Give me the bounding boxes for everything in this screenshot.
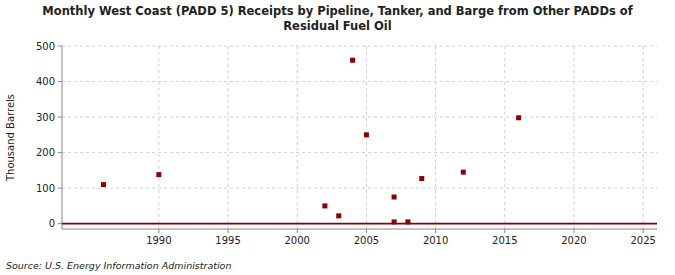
y-tick-label: 0 xyxy=(49,218,55,229)
x-tick-label: 2005 xyxy=(354,235,379,246)
y-tick xyxy=(58,46,62,47)
x-tick xyxy=(228,229,229,233)
x-tick-label: 2025 xyxy=(630,235,655,246)
y-grid-line xyxy=(62,117,657,118)
y-tick xyxy=(58,188,62,189)
x-grid-line xyxy=(643,46,644,229)
point xyxy=(101,182,106,187)
y-tick-label: 300 xyxy=(36,112,55,123)
point xyxy=(392,195,397,200)
x-tick-label: 2015 xyxy=(492,235,517,246)
x-tick-label: 1990 xyxy=(146,235,171,246)
zero-line xyxy=(62,223,657,225)
x-tick-label: 2020 xyxy=(561,235,586,246)
x-grid-line xyxy=(158,46,159,229)
x-grid-line xyxy=(228,46,229,229)
point xyxy=(322,203,327,208)
point xyxy=(336,213,341,218)
x-tick xyxy=(297,229,298,233)
point xyxy=(392,219,397,224)
y-tick-label: 100 xyxy=(36,183,55,194)
x-axis-line xyxy=(62,229,657,230)
x-tick xyxy=(366,229,367,233)
x-tick xyxy=(504,229,505,233)
y-tick xyxy=(58,81,62,82)
x-grid-line xyxy=(573,46,574,229)
y-axis-line xyxy=(62,46,63,229)
point xyxy=(516,115,521,120)
y-tick-label: 200 xyxy=(36,147,55,158)
title: Monthly West Coast (PADD 5) Receipts by … xyxy=(42,4,633,18)
x-tick-label: 1995 xyxy=(215,235,240,246)
x-tick xyxy=(643,229,644,233)
y-grid-line xyxy=(62,81,657,82)
x-grid-line xyxy=(366,46,367,229)
source: Source: U.S. Energy Information Administ… xyxy=(6,260,231,271)
point xyxy=(156,172,161,177)
x-grid-line xyxy=(435,46,436,229)
axes: 0 100 200 300 400 500 1990 1995 2000 2005 2010 2015… xyxy=(36,41,657,247)
y-grid-line xyxy=(62,46,657,47)
point xyxy=(461,170,466,175)
y-tick xyxy=(58,117,62,118)
y-tick-label: 400 xyxy=(36,76,55,87)
x-tick xyxy=(158,229,159,233)
grid xyxy=(62,46,657,229)
y-tick-label: 500 xyxy=(36,41,55,52)
chart-svg: Monthly West Coast (PADD 5) Receipts by … xyxy=(0,0,675,275)
chart-container: Monthly West Coast (PADD 5) Receipts by … xyxy=(0,0,675,275)
y-grid-line xyxy=(62,223,657,224)
point xyxy=(419,176,424,181)
x-tick-label: 2000 xyxy=(285,235,310,246)
y-axis-label: Thousand Barrels xyxy=(5,94,16,182)
x-tick-label: 2010 xyxy=(423,235,448,246)
y-grid-line xyxy=(62,152,657,153)
x-tick xyxy=(435,229,436,233)
x-grid-line xyxy=(504,46,505,229)
point xyxy=(350,58,355,63)
y-grid-line xyxy=(62,188,657,189)
x-grid-line xyxy=(297,46,298,229)
subtitle: Residual Fuel Oil xyxy=(283,19,391,33)
points xyxy=(101,58,521,225)
point xyxy=(405,219,410,224)
y-tick xyxy=(58,152,62,153)
point xyxy=(364,132,369,137)
x-tick xyxy=(573,229,574,233)
y-tick xyxy=(58,223,62,224)
